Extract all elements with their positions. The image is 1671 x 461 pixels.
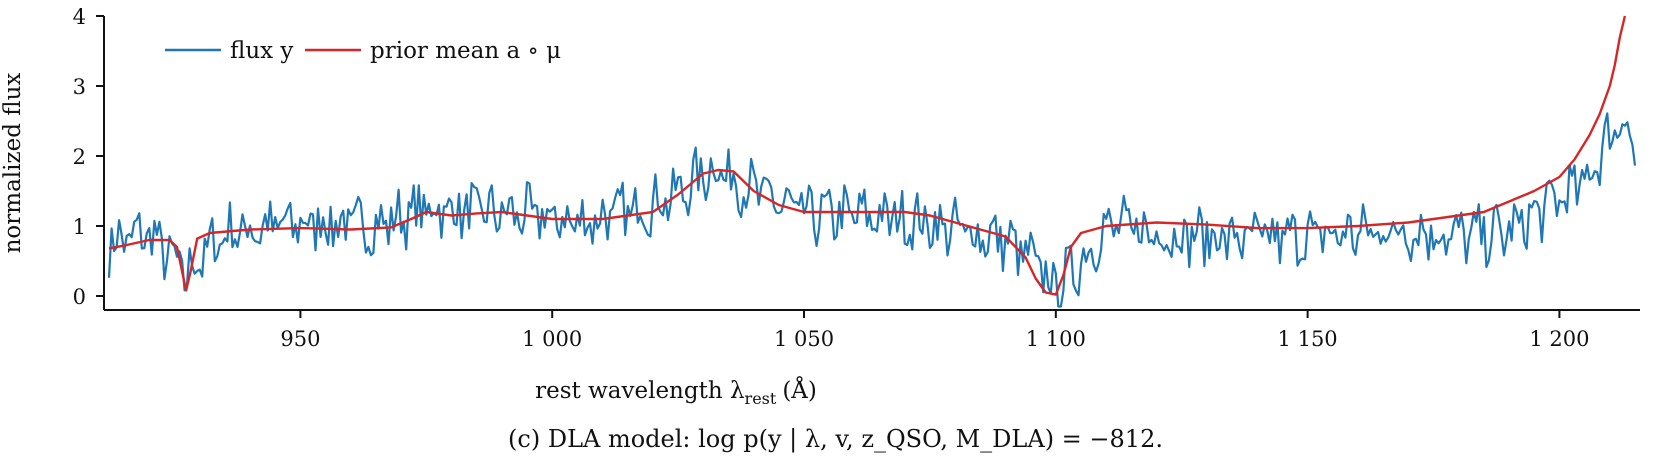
x-tick-label: 1 050 — [774, 327, 834, 351]
legend-label-flux: flux y — [230, 38, 293, 64]
x-axis-label-main: rest wavelength λ — [535, 378, 744, 404]
series-line-flux — [107, 112, 1637, 308]
y-tick-label: 0 — [73, 285, 86, 309]
plot-area — [107, 15, 1637, 308]
x-tick-label: 1 000 — [522, 327, 582, 351]
series-line-prior-mean — [108, 15, 1627, 296]
x-tick-label: 1 100 — [1026, 327, 1086, 351]
y-tick-label: 3 — [73, 75, 86, 99]
y-tick-label: 1 — [73, 215, 86, 239]
y-axis-label: normalized flux — [0, 73, 26, 254]
x-tick-label: 950 — [280, 327, 320, 351]
x-tick-label: 1 150 — [1278, 327, 1338, 351]
legend-label-prior: prior mean a ∘ μ — [370, 38, 561, 64]
x-axis-label-sub: rest — [745, 389, 777, 408]
axes: 950 1 000 1 050 1 100 1 150 1 200 0 1 2 3 4 — [73, 5, 1640, 351]
x-axis-label-unit: (Å) — [782, 376, 817, 404]
y-tick-label: 4 — [73, 5, 86, 29]
figure-caption: (c) DLA model: log p(y | λ, v, z_QSO, M_… — [508, 425, 1163, 453]
x-axis-label: rest wavelength λrest (Å) — [535, 376, 817, 408]
x-tick-label: 1 200 — [1529, 327, 1589, 351]
x-ticks: 950 1 000 1 050 1 100 1 150 1 200 — [280, 310, 1589, 351]
y-ticks: 0 1 2 3 4 — [73, 5, 104, 309]
legend: flux y prior mean a ∘ μ — [165, 38, 561, 64]
y-tick-label: 2 — [73, 145, 86, 169]
